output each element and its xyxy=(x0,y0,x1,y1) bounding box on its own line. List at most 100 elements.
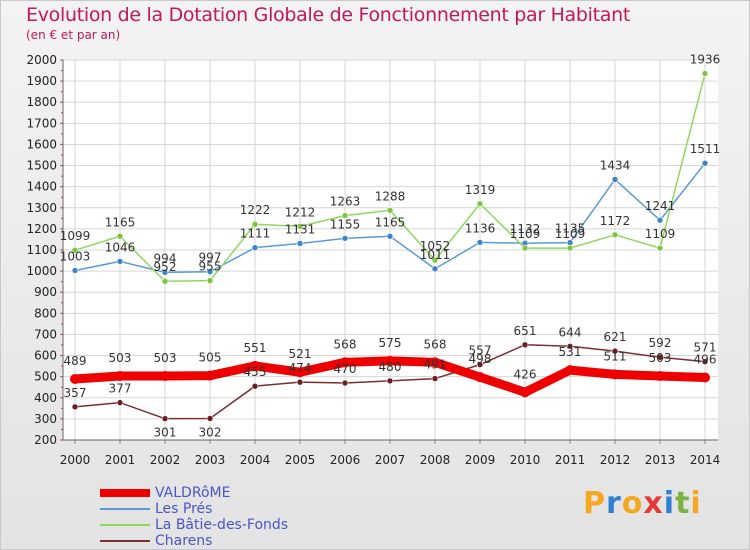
chart-title: Evolution de la Dotation Globale de Fonc… xyxy=(26,4,631,26)
x-tick-label: 2013 xyxy=(645,453,676,467)
data-label: 952 xyxy=(154,260,177,274)
y-tick-label: 1000 xyxy=(26,264,57,278)
data-point xyxy=(296,223,304,230)
data-point xyxy=(611,347,619,355)
data-label: 621 xyxy=(604,330,627,344)
logo-letter: P xyxy=(583,486,606,521)
data-label: 571 xyxy=(694,341,717,355)
y-tick-label: 1200 xyxy=(26,222,57,236)
data-point xyxy=(701,159,709,167)
y-tick-label: 300 xyxy=(34,412,57,426)
data-point xyxy=(566,244,574,252)
legend-swatch-valdrome xyxy=(100,489,150,497)
data-label: 1099 xyxy=(60,229,91,243)
y-tick-label: 1700 xyxy=(26,116,57,130)
data-label: 505 xyxy=(199,351,222,365)
logo-letter: o xyxy=(621,486,644,521)
data-point xyxy=(71,246,79,254)
legend-label-la-batie-des-fonds: La Bâtie-des-Fonds xyxy=(155,517,289,533)
data-point xyxy=(386,232,394,240)
data-label: 301 xyxy=(154,426,177,440)
y-tick-label: 800 xyxy=(34,306,57,320)
data-label: 551 xyxy=(244,341,267,355)
data-label: 557 xyxy=(469,344,492,358)
data-label: 644 xyxy=(559,325,582,339)
data-point xyxy=(161,415,169,422)
x-tick-label: 2012 xyxy=(600,453,631,467)
data-label: 503 xyxy=(154,351,177,365)
data-label: 489 xyxy=(64,354,87,368)
data-label: 1132 xyxy=(510,222,541,236)
y-tick-label: 600 xyxy=(34,349,57,363)
data-point xyxy=(656,216,664,224)
data-label: 503 xyxy=(109,351,132,365)
data-label: 1165 xyxy=(105,215,136,229)
x-tick-label: 2007 xyxy=(375,453,406,467)
data-label: 357 xyxy=(64,386,87,400)
data-point xyxy=(385,355,395,366)
legend-swatch-charens xyxy=(100,540,150,542)
data-label: 568 xyxy=(334,337,357,351)
data-point xyxy=(71,403,79,411)
y-tick-label: 1800 xyxy=(26,95,57,109)
data-point xyxy=(521,341,529,349)
data-label: 1434 xyxy=(600,158,631,172)
logo-letter: r xyxy=(606,486,622,521)
data-label: 1172 xyxy=(600,214,631,228)
data-label: 1319 xyxy=(465,183,496,197)
legend-swatch-la-batie-des-fonds xyxy=(100,524,150,526)
data-label: 1936 xyxy=(690,53,721,67)
data-point xyxy=(566,342,574,350)
data-label: 302 xyxy=(199,425,222,439)
data-point xyxy=(611,176,619,183)
data-point xyxy=(520,387,530,398)
data-point xyxy=(116,232,124,240)
data-label: 496 xyxy=(694,353,717,367)
data-label: 498 xyxy=(469,352,492,366)
data-point xyxy=(610,369,620,380)
x-tick-label: 2014 xyxy=(690,453,721,467)
y-tick-label: 1500 xyxy=(26,159,57,173)
data-label: 521 xyxy=(289,347,312,361)
data-point xyxy=(251,382,259,390)
x-tick-label: 2001 xyxy=(105,453,136,467)
data-point xyxy=(476,200,484,208)
data-point xyxy=(206,268,214,276)
data-label: 1046 xyxy=(105,240,136,254)
data-label: 377 xyxy=(109,382,132,396)
proxiti-logo: Proxiti xyxy=(583,486,702,521)
data-point xyxy=(565,365,575,376)
data-label: 1212 xyxy=(285,205,316,219)
y-tick-label: 700 xyxy=(34,327,57,341)
data-label: 511 xyxy=(604,349,627,363)
legend-label-valdrome: VALDRôME xyxy=(155,485,231,501)
y-tick-label: 500 xyxy=(34,370,57,384)
data-point xyxy=(701,70,709,77)
x-tick-label: 2002 xyxy=(150,453,181,467)
data-point xyxy=(701,358,709,365)
data-point xyxy=(115,371,125,382)
x-tick-label: 2004 xyxy=(240,453,271,467)
data-label: 1288 xyxy=(375,189,406,203)
data-label: 1003 xyxy=(60,249,91,263)
data-label: 1155 xyxy=(330,217,361,231)
data-label: 503 xyxy=(649,351,672,365)
data-point xyxy=(431,375,439,382)
y-tick-label: 1400 xyxy=(26,180,57,194)
y-tick-label: 400 xyxy=(34,391,57,405)
data-label: 1222 xyxy=(240,203,271,217)
data-point xyxy=(475,372,485,383)
data-label: 1111 xyxy=(240,227,271,241)
y-tick-label: 900 xyxy=(34,285,57,299)
data-point xyxy=(71,267,79,274)
data-point xyxy=(161,277,169,285)
data-point xyxy=(341,235,349,242)
data-point xyxy=(116,258,124,265)
logo-letter: t xyxy=(675,486,691,521)
data-label: 1165 xyxy=(375,215,406,229)
x-tick-label: 2006 xyxy=(330,453,361,467)
data-point xyxy=(700,372,710,383)
data-label: 1131 xyxy=(285,222,316,236)
data-point xyxy=(476,239,484,246)
data-label: 1109 xyxy=(510,227,541,241)
